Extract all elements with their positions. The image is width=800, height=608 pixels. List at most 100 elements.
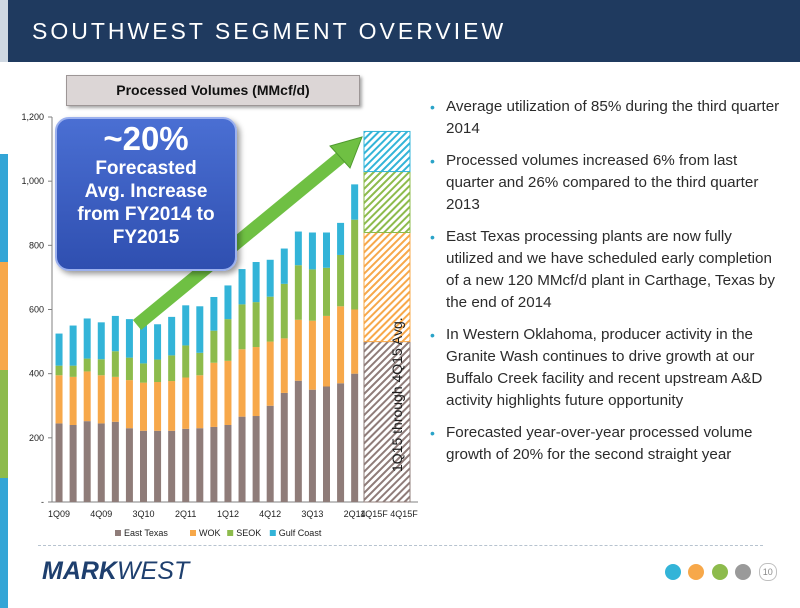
bar-seok — [337, 254, 345, 307]
bullet-text: Average utilization of 85% during the th… — [446, 98, 780, 137]
bar-east-texas — [294, 380, 302, 502]
bar-gulf-coast — [83, 318, 91, 359]
x-tick-label: 1Q12 — [217, 509, 239, 519]
bar-gulf-coast — [252, 262, 260, 303]
bar-gulf-coast — [168, 316, 176, 356]
x-tick-label: 1Q15F — [360, 509, 388, 519]
bar-east-texas — [83, 421, 91, 502]
bar-seok — [83, 358, 91, 372]
bar-wok — [238, 349, 246, 417]
bar-wok — [323, 315, 330, 387]
y-tick-label: 400 — [29, 369, 44, 379]
sidebar-segment — [0, 370, 8, 478]
bullet-list: • Average utilization of 85% during the t… — [430, 96, 780, 476]
bar-gulf-coast — [182, 305, 190, 346]
footer-icons: 10 — [665, 563, 780, 583]
bullet-icon: • — [430, 99, 435, 115]
x-tick-label: 3Q13 — [301, 509, 323, 519]
y-tick-label: 1,200 — [21, 112, 44, 122]
callout-percent: ~20% — [103, 120, 189, 157]
footer-icon-3 — [711, 564, 728, 580]
bar-gulf-coast — [323, 232, 330, 268]
bar-seok — [252, 302, 260, 348]
y-tick-label: 200 — [29, 433, 44, 443]
bar-wok — [69, 376, 77, 425]
bullet-text: Forecasted year-over-year processed volu… — [446, 424, 753, 463]
bullet-item: • In Western Oklahoma, producer activity … — [430, 324, 780, 412]
bar-wok — [125, 380, 133, 429]
bar-east-texas — [125, 428, 133, 502]
bar-seok — [266, 296, 274, 342]
bar-gulf-coast — [238, 269, 246, 305]
bar-seok — [196, 352, 204, 376]
bar-seok — [168, 355, 176, 382]
bar-wok — [252, 347, 260, 417]
x-tick-label: 2Q14 — [344, 509, 366, 519]
y-tick-label: 600 — [29, 305, 44, 315]
forecast-label: 1Q15 through 4Q15 Avg. — [389, 317, 405, 472]
bar-wok — [154, 382, 162, 431]
bar-gulf-coast — [69, 325, 77, 366]
bar-seok — [154, 359, 162, 383]
bar-east-texas — [351, 373, 359, 502]
bar-wok — [210, 362, 218, 427]
x-tick-label: 3Q10 — [132, 509, 154, 519]
bar-gulf-coast — [337, 222, 345, 255]
legend-label: Gulf Coast — [279, 528, 322, 538]
bar-seok — [238, 304, 246, 350]
bar-east-texas — [111, 421, 119, 502]
bar-wok — [294, 319, 302, 381]
bar-east-texas — [280, 392, 288, 502]
bar-east-texas — [252, 416, 260, 502]
bullet-item: • East Texas processing plants are now fu… — [430, 226, 780, 314]
title-accent — [0, 0, 8, 62]
bar-east-texas — [266, 405, 274, 502]
markwest-logo: MARKWEST — [42, 557, 189, 586]
bar-gulf-coast — [294, 231, 302, 266]
bullet-item: • Forecasted year-over-year processed vol… — [430, 422, 780, 466]
callout-line-4: FY2015 — [112, 227, 180, 248]
sidebar-color-strip — [0, 62, 8, 608]
bar-gulf-coast — [111, 315, 119, 352]
logo-thin: WEST — [117, 557, 190, 585]
legend-swatch — [115, 530, 121, 536]
bar-gulf-coast — [351, 184, 359, 220]
bar-seok — [351, 219, 359, 310]
bullet-text: East Texas processing plants are now ful… — [446, 228, 775, 311]
bar-wok — [196, 375, 204, 429]
bar-seok — [97, 359, 105, 376]
bar-wok — [337, 306, 345, 384]
bar-seok — [140, 363, 147, 383]
bar-seok — [308, 269, 316, 321]
bar-seok — [280, 283, 288, 339]
bar-seok — [363, 171, 411, 234]
bar-east-texas — [69, 425, 77, 502]
sidebar-segment — [0, 62, 8, 154]
bar-wok — [111, 376, 119, 422]
growth-arrow-head — [329, 136, 363, 169]
bar-east-texas — [210, 426, 218, 502]
bar-east-texas — [224, 425, 232, 502]
bar-east-texas — [55, 423, 63, 502]
bullet-icon: • — [430, 153, 435, 169]
sidebar-segment — [0, 478, 8, 608]
title-bar: SOUTHWEST SEGMENT OVERVIEW — [0, 0, 800, 62]
bar-seok — [294, 265, 302, 320]
y-tick-label: 800 — [29, 240, 44, 250]
x-tick-label: 2Q11 — [175, 509, 196, 519]
y-tick-label: 1,000 — [21, 176, 44, 186]
legend-swatch — [269, 530, 276, 536]
bar-wok — [266, 341, 274, 406]
legend-label: WOK — [199, 528, 221, 538]
bar-wok — [97, 375, 105, 424]
legend-swatch — [190, 530, 196, 536]
chart-title: Processed Volumes (MMcf/d) — [66, 75, 360, 106]
bar-wok — [168, 381, 176, 431]
bar-east-texas — [363, 341, 411, 503]
legend-label: SEOK — [236, 528, 261, 538]
bar-east-texas — [140, 430, 147, 502]
footer-icon-2 — [688, 564, 705, 580]
bar-east-texas — [154, 430, 162, 502]
bullet-text: Processed volumes increased 6% from last… — [446, 152, 759, 213]
page-title: SOUTHWEST SEGMENT OVERVIEW — [32, 18, 507, 44]
